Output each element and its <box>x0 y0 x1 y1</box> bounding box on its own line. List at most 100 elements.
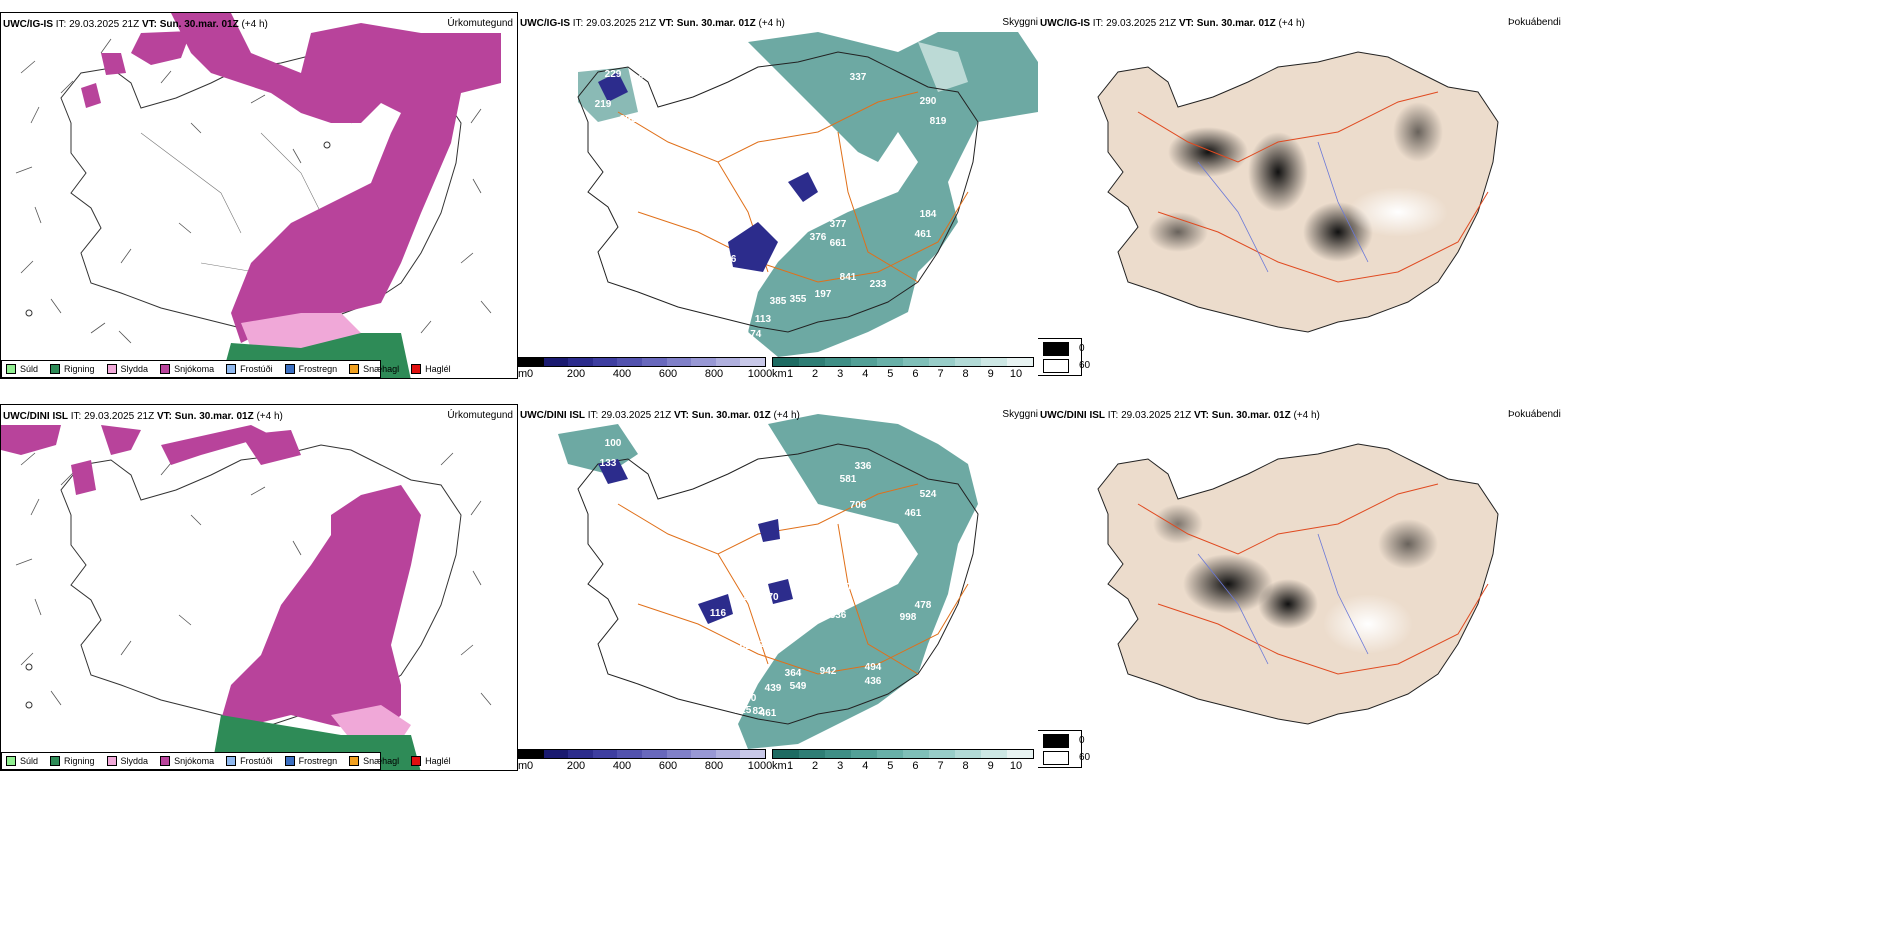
visibility-colorbar-row2 <box>772 749 1034 759</box>
cloud-base-label: 461 <box>905 508 922 519</box>
legend-item-rigning: Rigning <box>50 756 95 766</box>
cloud-base-label: 48 <box>642 96 654 107</box>
cloud-title-row2: Skyggni <box>1002 409 1038 420</box>
cloud-base-label: 628 <box>740 641 757 652</box>
legend-item-snjokoma: Snjókoma <box>160 756 214 766</box>
cloud-base-label: 364 <box>785 668 802 679</box>
cloud-base-label: 106 <box>720 254 737 265</box>
cloud-base-label: 70 <box>767 592 779 603</box>
cloud-base-label: 385 <box>770 296 787 307</box>
cloud-base-label: 219 <box>595 99 612 110</box>
cloudbase-ticks-row2: 0 200 400 600 800 1000 <box>526 760 773 771</box>
cloud-base-label: 19 <box>732 162 744 173</box>
legend-item-frostudi: Frostúði <box>226 756 273 766</box>
fog-legend-row1: 0 60 <box>1038 338 1090 376</box>
cloud-base-label: 581 <box>840 474 857 485</box>
visibility-ticks-row2: 1 2 3 4 5 6 7 8 9 10 <box>786 760 1023 771</box>
precip-title-row2: Úrkomutegund <box>447 410 513 421</box>
cloud-base-label: 233 <box>870 279 887 290</box>
precip-title-row1: Úrkomutegund <box>447 18 513 29</box>
visibility-ticks-row1: 1 2 3 4 5 6 7 8 9 10 <box>786 368 1023 379</box>
cloud-base-label: 355 <box>790 294 807 305</box>
iceland-outline <box>577 51 979 333</box>
cloud-base-label: 661 <box>830 238 847 249</box>
precip-map-row2 <box>1 425 492 770</box>
header-row2-cloud: UWC/DINI ISL IT: 29.03.2025 21Z VT: Sun.… <box>520 410 800 421</box>
cloud-base-label: 190 <box>810 209 827 220</box>
legend-item-snaehagl: Snæhagl <box>349 756 399 766</box>
legend-item-hagel: Haglél <box>411 756 451 766</box>
visibility-area <box>748 32 1038 357</box>
legend-item-frostregn: Frostregn <box>284 364 337 374</box>
cloud-base-label: 841 <box>840 272 857 283</box>
visibility-area <box>558 414 978 749</box>
legend-item-rigning: Rigning <box>50 364 95 374</box>
precip-panel-row2: UWC/DINI ISL IT: 29.03.2025 21Z VT: Sun.… <box>0 404 518 771</box>
fog-title-row2: Þokuábendi <box>1508 409 1561 420</box>
fog-legend-row2: 0 60 <box>1038 730 1090 768</box>
legend-item-frostudi: Frostúði <box>226 364 273 374</box>
cloud-base-label: 116 <box>710 608 727 619</box>
cloud-base-label: 524 <box>920 489 937 500</box>
fog-map-row2 <box>1097 443 1499 725</box>
cloudbase-ticks-row1: 0 200 400 600 800 1000 <box>526 368 773 379</box>
cloud-base-label: 113 <box>755 314 772 325</box>
legend-item-sudl: Súld <box>6 756 38 766</box>
cloud-base-label: 25 <box>742 592 754 603</box>
cloud-base-label: 125 <box>735 705 752 716</box>
cloud-base-label: 436 <box>865 676 882 687</box>
header-row1-cloud: UWC/IG-IS IT: 29.03.2025 21Z VT: Sun. 30… <box>520 18 785 29</box>
header-row2-fog: UWC/DINI ISL IT: 29.03.2025 21Z VT: Sun.… <box>1040 410 1320 421</box>
header-row2-precip: UWC/DINI ISL IT: 29.03.2025 21Z VT: Sun.… <box>3 411 283 422</box>
fog-panel-row1: UWC/IG-IS IT: 29.03.2025 21Z VT: Sun. 30… <box>1038 12 1900 379</box>
iceland-outline <box>60 444 462 726</box>
fog-title-row1: Þokuábendi <box>1508 17 1561 28</box>
cloud-base-label: 494 <box>865 662 882 673</box>
cloud-base-label: 290 <box>920 96 937 107</box>
cloud-base-label: 292 <box>620 114 637 125</box>
cloudbase-unit-row1: m <box>518 368 528 379</box>
cloud-base-label: 184 <box>920 209 937 220</box>
visibility-unit-row2: km <box>772 760 787 771</box>
fog-map-row1 <box>1097 51 1499 333</box>
header-row1-fog: UWC/IG-IS IT: 29.03.2025 21Z VT: Sun. 30… <box>1040 18 1305 29</box>
legend-item-snjokoma: Snjókoma <box>160 364 214 374</box>
cloud-base-label: 174 <box>745 329 762 340</box>
cloud-base-label: 290 <box>740 693 757 704</box>
cloud-base-label: 336 <box>830 610 847 621</box>
cloud-base-label: 82 <box>752 706 764 717</box>
cloud-base-label: 163 <box>710 568 727 579</box>
legend-item-slydda: Slydda <box>106 364 148 374</box>
cloud-base-label: 147 <box>780 544 797 555</box>
cloud-base-label: 229 <box>605 69 622 80</box>
cloud-base-label: 819 <box>930 116 947 127</box>
precip-map-row1 <box>15 13 501 378</box>
legend-item-snaehagl: Snæhagl <box>349 364 399 374</box>
snow-area <box>1 425 421 735</box>
legend-item-hagel: Haglél <box>411 364 451 374</box>
cloud-map-row2: 100 133 104 21 336 581 706 461 524 147 163 70 116 25 7… <box>558 414 979 749</box>
cloud-base-label: 942 <box>820 666 837 677</box>
cloud-base-label: 998 <box>900 612 917 623</box>
iceland-outline <box>60 52 462 334</box>
legend-item-slydda: Slydda <box>106 756 148 766</box>
visibility-colorbar-row1 <box>772 357 1034 367</box>
cloud-base-label: 33 <box>632 74 644 85</box>
cloud-panel-row1: 229 33 219 48 292 337 290 819 36 19 110 106 190 377 37… <box>518 12 1038 379</box>
cloud-base-label: 708 <box>840 582 857 593</box>
cloud-base-label: 133 <box>600 458 617 469</box>
cloud-base-label: 141 <box>810 601 827 612</box>
cloud-base-label: 706 <box>850 500 867 511</box>
cloud-base-label: 461 <box>760 708 777 719</box>
iceland-outline <box>577 443 979 725</box>
cloud-base-label: 36 <box>782 144 794 155</box>
cloud-base-label: 377 <box>830 219 847 230</box>
visibility-unit-row1: km <box>772 368 787 379</box>
cloud-base-label: 478 <box>915 600 932 611</box>
fog-panel-row2: UWC/DINI ISL IT: 29.03.2025 21Z VT: Sun.… <box>1038 404 1900 771</box>
header-row1-precip: UWC/IG-IS IT: 29.03.2025 21Z VT: Sun. 30… <box>3 19 268 30</box>
cloud-base-label: 104 <box>635 486 652 497</box>
cloud-base-label: 255 <box>760 639 777 650</box>
cloud-base-label: 376 <box>810 232 827 243</box>
cloud-map-row1: 229 33 219 48 292 337 290 819 36 19 110 106 19037737… <box>577 32 1038 357</box>
